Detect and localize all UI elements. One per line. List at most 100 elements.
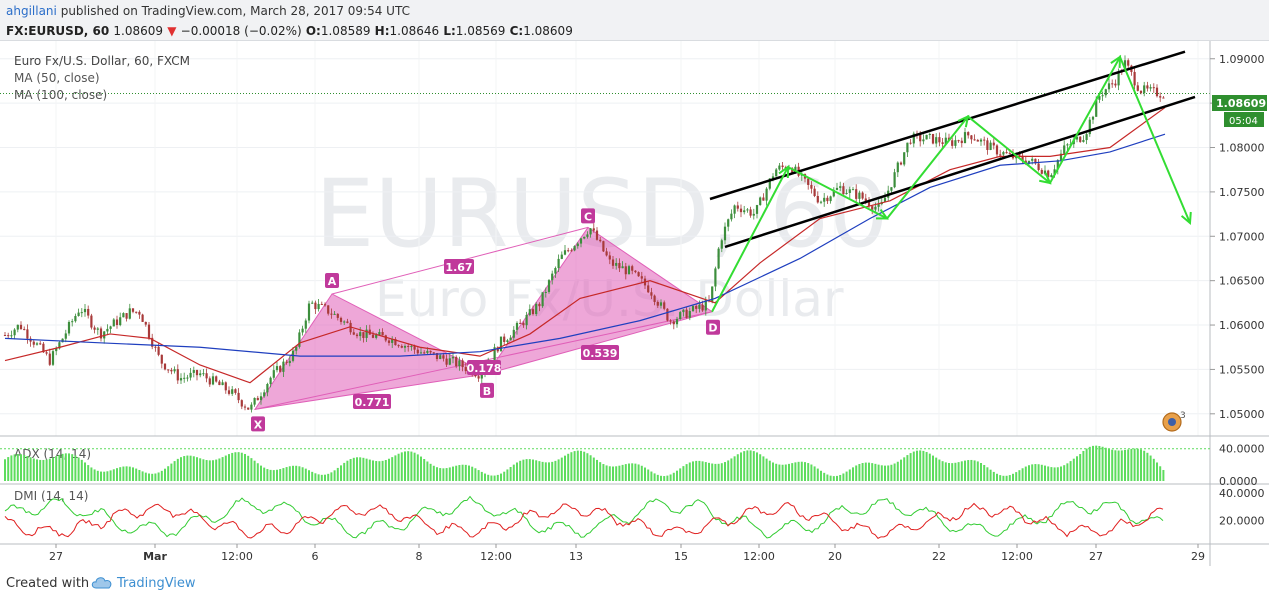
candle-body	[669, 320, 672, 322]
candle-body	[682, 309, 685, 313]
candle-body	[439, 355, 442, 360]
candle-body	[1133, 71, 1136, 86]
candle-body	[1162, 97, 1165, 99]
candle-body	[451, 356, 455, 359]
y-tick-label: 1.05500	[1219, 363, 1265, 376]
candle-body	[640, 276, 643, 279]
candle-body	[592, 228, 595, 231]
candle-body	[240, 400, 243, 407]
candle-body	[637, 272, 640, 277]
candle-body	[1031, 158, 1034, 161]
candle-body	[371, 334, 375, 338]
open-label: O:	[305, 24, 321, 38]
candle-body	[909, 142, 912, 144]
candle-body	[170, 369, 173, 372]
candle-body	[359, 332, 362, 337]
candle-body	[765, 188, 768, 201]
candle-body	[826, 197, 829, 202]
adx-tick-label: 40.0000	[1219, 443, 1265, 456]
tradingview-link[interactable]: TradingView	[117, 576, 196, 591]
candle-body	[58, 342, 61, 349]
candle-body	[650, 292, 653, 296]
candle-body	[333, 313, 336, 315]
candle-body	[1037, 163, 1040, 170]
candle-body	[787, 168, 791, 170]
candle-body	[365, 329, 368, 338]
candle-body	[1155, 87, 1159, 97]
author-link[interactable]: ahgillani	[6, 4, 57, 18]
candle-body	[1085, 134, 1088, 141]
candle-body	[883, 197, 887, 203]
candle-body	[10, 335, 13, 337]
candle-body	[90, 315, 93, 328]
candle-body	[224, 382, 227, 391]
candle-body	[1008, 153, 1011, 155]
candle-body	[749, 209, 752, 216]
events-icon[interactable]: 3	[1162, 411, 1186, 432]
candle-body	[935, 137, 938, 144]
x-tick-label: 29	[1191, 550, 1205, 563]
created-with-text: Created with	[6, 576, 90, 591]
candle-body	[567, 250, 570, 252]
candle-body	[509, 337, 512, 341]
candle-body	[839, 186, 842, 188]
candle-body	[282, 361, 285, 372]
candle-body	[48, 353, 51, 365]
candle-body	[167, 369, 170, 371]
candle-body	[96, 328, 99, 330]
candle-body	[656, 301, 659, 306]
candle-body	[461, 360, 464, 368]
candle-body	[435, 353, 439, 360]
candle-body	[231, 389, 234, 394]
candle-body	[1117, 71, 1120, 86]
candle-body	[74, 315, 77, 322]
candle-body	[938, 137, 941, 143]
price-chart[interactable]: EURUSD, 60 Euro Fx/U.S. Dollar XABCD1.67…	[0, 41, 1269, 566]
candle-body	[538, 303, 541, 307]
candle-body	[99, 328, 103, 339]
candle-body	[19, 324, 23, 330]
dmi-minus-line	[4, 502, 1164, 539]
x-tick-label: 22	[932, 550, 946, 563]
candle-body	[951, 140, 954, 146]
ratio-xb-text: 0.771	[355, 396, 390, 409]
candle-body	[403, 345, 407, 348]
candle-body	[525, 314, 528, 326]
candle-body	[595, 230, 599, 240]
candle-body	[1136, 85, 1139, 91]
candle-body	[647, 285, 650, 293]
footer: Created with TradingView	[0, 566, 1269, 601]
candle-body	[1002, 152, 1005, 155]
candle-body	[1123, 60, 1127, 72]
candle-body	[234, 389, 237, 393]
candle-body	[16, 324, 19, 330]
candle-body	[544, 291, 547, 293]
candle-body	[1104, 89, 1107, 96]
candle-body	[608, 255, 611, 260]
x-tick-label: 8	[416, 550, 423, 563]
candle-body	[64, 333, 67, 339]
x-tick-label: 27	[1089, 550, 1103, 563]
candle-body	[711, 286, 714, 302]
candle-body	[599, 239, 602, 242]
candle-body	[551, 273, 554, 281]
candle-body	[727, 219, 730, 227]
candle-body	[128, 308, 131, 319]
x-tick-label: 12:00	[1001, 550, 1033, 563]
candle-body	[189, 372, 192, 378]
candle-body	[304, 320, 307, 329]
channel-line	[709, 50, 1186, 201]
candle-body	[3, 335, 7, 337]
candle-body	[528, 309, 531, 315]
candle-body	[243, 406, 247, 408]
candle-body	[413, 346, 416, 350]
candle-body	[250, 404, 253, 410]
candle-body	[448, 358, 451, 365]
candle-body	[791, 168, 794, 173]
candle-body	[125, 313, 128, 319]
candle-body	[1098, 96, 1101, 100]
candle-body	[477, 376, 480, 379]
candle-body	[522, 323, 525, 326]
candle-body	[67, 321, 71, 334]
publication-header: ahgillani published on TradingView.com, …	[0, 0, 1269, 22]
